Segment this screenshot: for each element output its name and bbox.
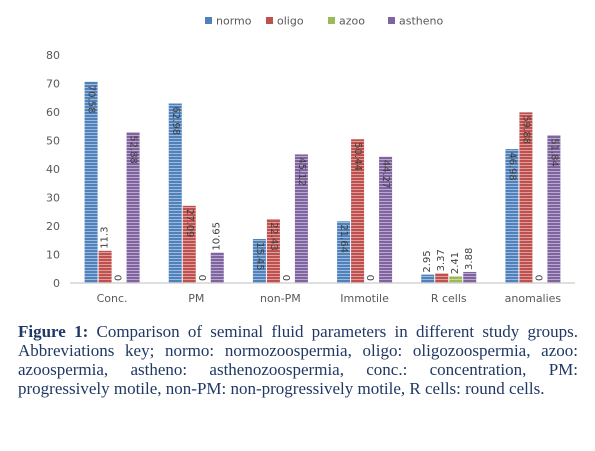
bar-stripe-astheno (210, 252, 224, 283)
bar-stripe-oligo (519, 112, 533, 283)
bar-stripe-oligo (182, 205, 196, 283)
bar-stripe-astheno (379, 156, 393, 283)
bar-stripe-astheno (547, 135, 561, 283)
data-label-normo: 46.98 (506, 152, 517, 181)
data-label-azoo: 2.41 (450, 252, 461, 274)
data-label-astheno: 10.65 (212, 222, 223, 251)
data-label-normo: 15.45 (254, 242, 265, 271)
data-label-astheno: 45.12 (296, 157, 307, 186)
data-label-oligo: 27.09 (184, 209, 195, 238)
legend-label-azoo: azoo (339, 15, 365, 28)
data-label-azoo: 0 (282, 275, 293, 281)
bar-chart: normo oligo azoo astheno 01020304050607080 … (46, 15, 575, 305)
legend-swatch-astheno (388, 17, 395, 24)
y-tick-label: 30 (46, 192, 60, 205)
data-label-azoo: 0 (114, 275, 125, 281)
data-label-normo: 2.95 (422, 250, 433, 272)
bar-stripe-oligo (351, 139, 365, 283)
y-tick-label: 70 (46, 78, 60, 91)
data-label-normo: 70.58 (86, 85, 97, 114)
legend: normo oligo azoo astheno (205, 15, 443, 28)
bar-stripe-oligo (98, 250, 112, 283)
figure-caption: Figure 1: Comparison of seminal fluid pa… (18, 322, 578, 398)
bar-stripe-normo (505, 149, 519, 283)
x-category-label: anomalies (505, 292, 562, 305)
legend-swatch-azoo (328, 17, 335, 24)
bar-stripe-oligo (266, 219, 280, 283)
bar-stripe-normo (252, 238, 266, 283)
data-label-oligo: 3.37 (436, 249, 447, 271)
data-label-astheno: 52.88 (128, 135, 139, 164)
y-tick-label: 20 (46, 220, 60, 233)
x-axis: Conc. PM non-PM Immotile R cells anomalies (70, 282, 575, 305)
y-tick-label: 80 (46, 49, 60, 62)
data-label-azoo: 0 (534, 275, 545, 281)
y-tick-label: 60 (46, 106, 60, 119)
bar-stripe-azoo (449, 276, 463, 283)
data-label-astheno: 3.88 (464, 248, 475, 270)
data-label-normo: 21.64 (338, 224, 349, 253)
bar-stripe-normo (168, 103, 182, 283)
data-label-astheno: 51.84 (548, 138, 559, 167)
y-axis: 0 10 20 30 40 50 60 70 80 (46, 49, 60, 290)
bar-stripe-normo (84, 81, 98, 283)
bar-stripe-astheno (463, 271, 477, 283)
legend-label-normo: normo (216, 15, 252, 28)
caption-text: Comparison of seminal fluid parameters i… (18, 322, 578, 398)
data-label-oligo: 11.3 (100, 227, 111, 249)
legend-swatch-normo (205, 17, 212, 24)
bar-stripe-oligo (435, 273, 449, 283)
data-label-oligo: 50.44 (352, 142, 363, 171)
x-category-label: non-PM (260, 292, 301, 305)
legend-label-astheno: astheno (399, 15, 443, 28)
y-tick-label: 40 (46, 163, 60, 176)
bar-stripe-astheno (126, 132, 140, 283)
bar-stripe-normo (337, 221, 351, 283)
legend-swatch-oligo (266, 17, 273, 24)
data-label-oligo: 59.88 (520, 115, 531, 144)
data-label-astheno: 44.27 (380, 160, 391, 189)
data-label-azoo: 0 (366, 275, 377, 281)
x-category-label: PM (188, 292, 204, 305)
y-tick-label: 10 (46, 249, 60, 262)
x-category-label: R cells (431, 292, 467, 305)
data-label-normo: 62.98 (170, 107, 181, 136)
x-category-label: Conc. (97, 292, 128, 305)
bars: 70.58 11.3 0 52.88 62.98 27.09 0 10.65 15.4522.4… (84, 81, 561, 283)
data-label-azoo: 0 (198, 275, 209, 281)
legend-label-oligo: oligo (277, 15, 304, 28)
bar-stripe-normo (421, 274, 435, 283)
x-category-label: Immotile (340, 292, 389, 305)
bar-stripe-astheno (294, 154, 308, 283)
data-label-oligo: 22.43 (268, 222, 279, 251)
y-tick-label: 50 (46, 135, 60, 148)
y-tick-label: 0 (53, 277, 60, 290)
figure-label: Figure 1: (18, 322, 89, 341)
